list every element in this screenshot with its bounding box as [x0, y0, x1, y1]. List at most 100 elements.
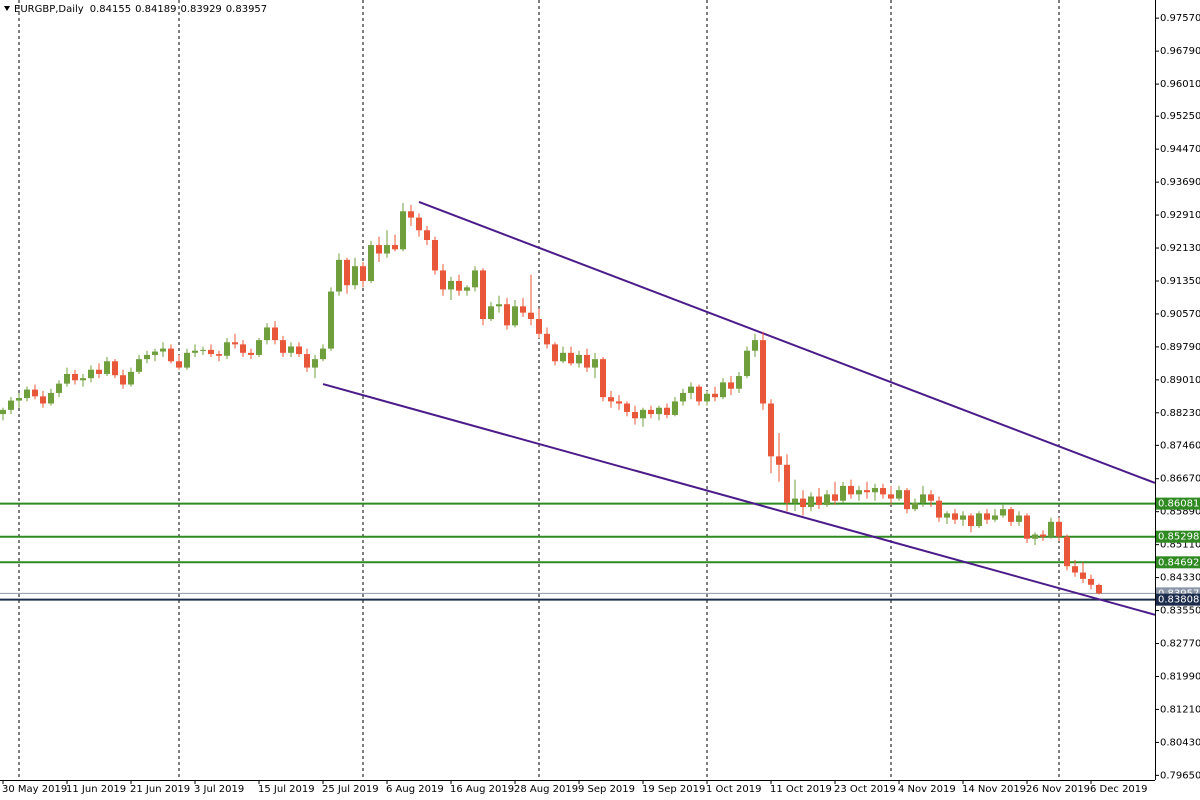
candle-body [608, 397, 614, 402]
candle-body [688, 386, 694, 393]
candle-body [264, 327, 270, 341]
candle-body [992, 515, 998, 520]
candle-body [368, 245, 374, 281]
candle-body [584, 354, 590, 368]
price-tag-label: 0.83808 [1158, 595, 1199, 606]
candle-body [288, 346, 294, 353]
candle-body [680, 392, 686, 402]
candle-body [944, 513, 950, 518]
candle-body [896, 490, 902, 499]
candle-body [712, 393, 718, 398]
header-value: 0.83929 [180, 4, 221, 15]
candle-body [424, 230, 430, 240]
candle-body [968, 515, 974, 527]
candle-body [320, 348, 326, 360]
y-tick-label: 0.85110 [1160, 540, 1200, 551]
candle-body [1032, 534, 1038, 539]
candle-body [856, 490, 862, 495]
y-tick-label: 0.90570 [1160, 309, 1200, 320]
candle-body [1080, 572, 1086, 579]
x-tick-label: 21 Jun 2019 [130, 784, 190, 795]
candle-body [24, 389, 30, 399]
candle-body [792, 498, 798, 503]
candle-body [776, 456, 782, 465]
candle-body [248, 352, 254, 355]
price-tag [1155, 556, 1200, 569]
y-tick-label: 0.92130 [1160, 243, 1200, 254]
candle-body [256, 340, 262, 355]
candle-body [1048, 521, 1054, 537]
x-tick-label: 30 May 2019 [2, 784, 67, 795]
x-tick-label: 15 Jul 2019 [258, 784, 315, 795]
candle-body [224, 342, 230, 356]
y-tick-label: 0.86670 [1160, 474, 1200, 485]
symbol-menu[interactable] [4, 6, 10, 11]
candle-body [312, 359, 318, 368]
candle-body [496, 304, 502, 307]
x-tick-label: 6 Aug 2019 [386, 784, 444, 795]
candle-body [984, 513, 990, 520]
candle-body [736, 376, 742, 389]
trendline [418, 201, 1156, 484]
candle-body [440, 270, 446, 290]
candle-body [8, 400, 14, 410]
candle-body [352, 266, 358, 286]
candle-body [912, 502, 918, 510]
candle-body [568, 352, 574, 364]
candle-body [672, 401, 678, 415]
candle-body [848, 485, 854, 495]
candle-body [176, 361, 182, 368]
y-tick-label: 0.94470 [1160, 144, 1200, 155]
candle-body [344, 259, 350, 286]
candle-body [1000, 509, 1006, 516]
price-tag-label: 0.85298 [1158, 532, 1199, 543]
y-tick-label: 0.96010 [1160, 79, 1200, 90]
price-tag [1155, 593, 1200, 606]
x-tick-label: 19 Sep 2019 [642, 784, 705, 795]
candle-body [96, 369, 102, 374]
y-tick-label: 0.95250 [1160, 111, 1200, 122]
x-tick-label: 6 Dec 2019 [1090, 784, 1148, 795]
y-tick-label: 0.89010 [1160, 375, 1200, 386]
trendline [322, 383, 1156, 616]
candle-body [296, 346, 302, 355]
candle-body [232, 342, 238, 345]
candle-body [784, 464, 790, 503]
candle-body [528, 312, 534, 320]
candle-body [56, 383, 62, 393]
candle-body [928, 494, 934, 501]
candle-body [448, 280, 454, 290]
candle-body [216, 354, 222, 356]
candle-body [888, 494, 894, 499]
header-value: 0.84189 [135, 4, 176, 15]
candle-body [840, 485, 846, 501]
y-tick-label: 0.79650 [1160, 770, 1200, 781]
candle-body [864, 490, 870, 493]
candle-body [392, 245, 398, 250]
candle-body [664, 407, 670, 415]
x-tick-label: 3 Jul 2019 [194, 784, 244, 795]
candle-body [0, 409, 6, 415]
candle-body [88, 369, 94, 379]
x-tick-label: 25 Jul 2019 [322, 784, 379, 795]
candle-body [744, 350, 750, 377]
candle-body [552, 344, 558, 362]
candle-body [824, 494, 830, 505]
x-tick-label: 16 Aug 2019 [450, 784, 514, 795]
candle-body [728, 382, 734, 389]
candle-body [1064, 536, 1070, 567]
candle-body [464, 287, 470, 291]
candle-body [600, 359, 606, 398]
candle-body [160, 348, 166, 352]
candle-body [616, 401, 622, 404]
y-tick-label: 0.84330 [1160, 573, 1200, 584]
y-tick-label: 0.96790 [1160, 46, 1200, 57]
candle-body [976, 513, 982, 527]
candle-body [104, 361, 110, 374]
candle-body [1040, 534, 1046, 537]
candle-body [384, 245, 390, 254]
candle-body [576, 354, 582, 364]
